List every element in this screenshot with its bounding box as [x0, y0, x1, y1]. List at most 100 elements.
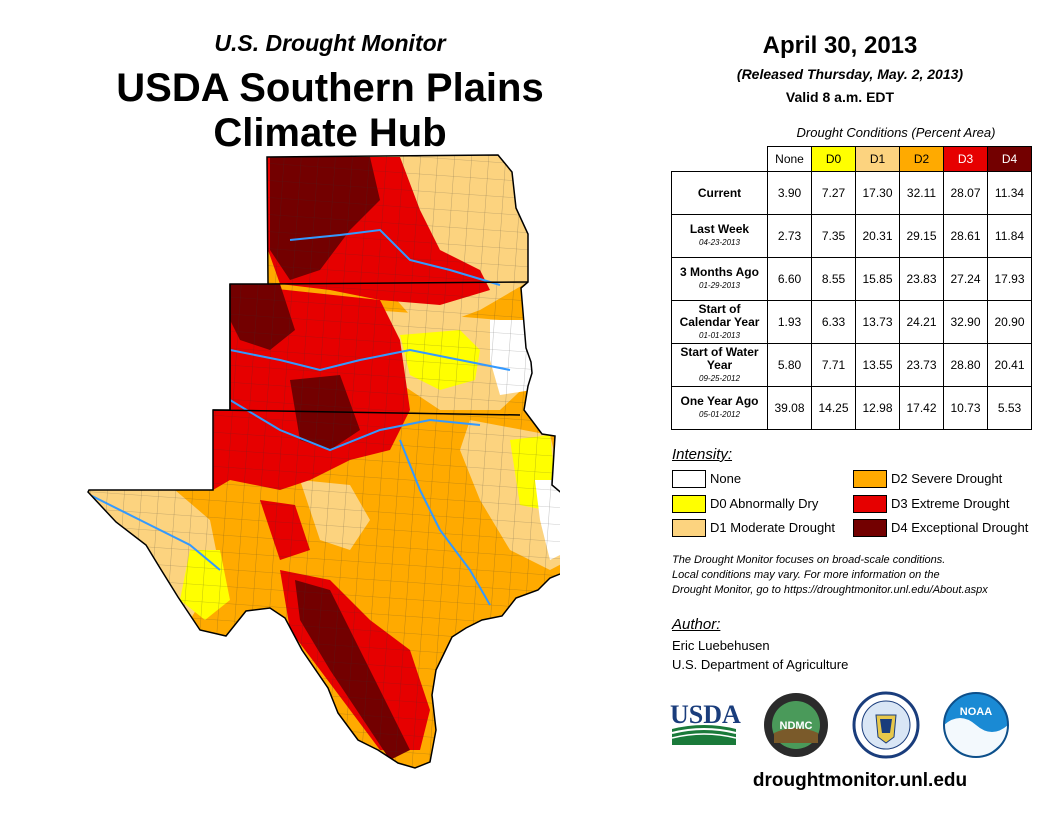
conditions-table: None D0 D1 D2 D3 D4 Current 3.90 7.27 17…	[671, 146, 1032, 430]
table-cell: 11.84	[987, 214, 1032, 258]
legend-swatch-d1	[672, 519, 706, 537]
legend-item-none: None	[672, 470, 842, 488]
row-date: 05-01-2012	[699, 410, 740, 419]
table-corner	[672, 147, 768, 172]
table-row: 3 Months Ago 01-29-2013 6.60 8.55 15.85 2…	[671, 257, 1032, 301]
table-cell: 5.80	[767, 343, 812, 387]
table-cell: 7.71	[811, 343, 856, 387]
table-cell: 1.93	[767, 300, 812, 344]
table-caption: Drought Conditions (Percent Area)	[796, 125, 996, 140]
legend-swatch-none	[672, 470, 706, 488]
row-label: Start of Water Year 09-25-2012	[671, 343, 768, 387]
table-cell: 11.34	[987, 171, 1032, 215]
table-row: Current 3.90 7.27 17.30 32.11 28.07 11.3…	[671, 171, 1032, 215]
agency-logos: USDA NDMC NOAA	[670, 691, 1009, 759]
row-date: 09-25-2012	[699, 373, 740, 383]
table-cell: 28.07	[943, 171, 988, 215]
table-header-row: None D0 D1 D2 D3 D4	[672, 146, 1032, 172]
svg-text:USDA: USDA	[670, 700, 741, 729]
table-cell: 24.21	[899, 300, 944, 344]
legend-swatch-d3	[853, 495, 887, 513]
disclaimer-note: The Drought Monitor focuses on broad-sca…	[672, 553, 1042, 598]
row-label: Start of Calendar Year 01-01-2013	[671, 300, 768, 344]
map-title: USDA Southern Plains Climate Hub	[60, 66, 600, 156]
kansas-oklahoma-border	[267, 281, 529, 285]
table-cell: 17.42	[899, 386, 944, 430]
legend-item-d4: D4 Exceptional Drought	[853, 519, 1043, 537]
col-header-d2: D2	[899, 146, 944, 172]
table-cell: 29.15	[899, 214, 944, 258]
legend-swatch-d0	[672, 495, 706, 513]
legend-item-d3: D3 Extreme Drought	[853, 495, 1043, 513]
row-label: One Year Ago 05-01-2012	[671, 386, 768, 430]
title-line-1: USDA Southern Plains	[116, 66, 544, 110]
table-cell: 7.35	[811, 214, 856, 258]
row-label: 3 Months Ago 01-29-2013	[671, 257, 768, 301]
legend-swatch-d4	[853, 519, 887, 537]
ndmc-logo: NDMC	[764, 693, 828, 757]
author-title: Author:	[672, 616, 721, 633]
table-cell: 17.30	[855, 171, 900, 215]
col-header-d4: D4	[987, 146, 1032, 172]
river-arkansas	[289, 228, 501, 286]
legend-title: Intensity:	[672, 446, 733, 463]
row-label: Last Week 04-23-2013	[671, 214, 768, 258]
table-row: One Year Ago 05-01-2012 39.08 14.25 12.98…	[671, 386, 1032, 430]
table-cell: 13.73	[855, 300, 900, 344]
row-date: 04-23-2013	[699, 238, 740, 247]
map-subtitle: U.S. Drought Monitor	[214, 30, 446, 56]
table-cell: 20.90	[987, 300, 1032, 344]
row-date: 01-01-2013	[699, 330, 740, 340]
table-cell: 17.93	[987, 257, 1032, 301]
table-cell: 15.85	[855, 257, 900, 301]
table-cell: 28.80	[943, 343, 988, 387]
table-cell: 39.08	[767, 386, 812, 430]
table-cell: 27.24	[943, 257, 988, 301]
table-row: Start of Calendar Year 01-01-2013 1.93 6.…	[671, 300, 1032, 344]
noaa-logo: NOAA	[943, 692, 1009, 758]
legend-swatch-d2	[853, 470, 887, 488]
table-cell: 7.27	[811, 171, 856, 215]
table-cell: 8.55	[811, 257, 856, 301]
commerce-seal-icon	[852, 691, 920, 759]
table-cell: 32.90	[943, 300, 988, 344]
website-url[interactable]: droughtmonitor.unl.edu	[752, 770, 968, 791]
table-cell: 28.61	[943, 214, 988, 258]
table-row: Start of Water Year 09-25-2012 5.80 7.71 …	[671, 343, 1032, 387]
table-cell: 23.73	[899, 343, 944, 387]
col-header-d3: D3	[943, 146, 988, 172]
author-org: U.S. Department of Agriculture	[672, 657, 849, 672]
table-cell: 6.60	[767, 257, 812, 301]
title-line-2: Climate Hub	[213, 111, 447, 155]
table-cell: 3.90	[767, 171, 812, 215]
svg-text:NDMC: NDMC	[780, 720, 813, 732]
table-cell: 20.41	[987, 343, 1032, 387]
table-cell: 32.11	[899, 171, 944, 215]
col-header-none: None	[767, 146, 812, 172]
table-cell: 6.33	[811, 300, 856, 344]
drought-map	[87, 154, 560, 769]
row-date: 01-29-2013	[699, 281, 740, 290]
svg-text:NOAA: NOAA	[960, 706, 992, 718]
col-header-d1: D1	[855, 146, 900, 172]
table-cell: 14.25	[811, 386, 856, 430]
usda-logo: USDA	[670, 700, 741, 745]
table-cell: 5.53	[987, 386, 1032, 430]
release-date: (Released Thursday, May. 2, 2013)	[736, 66, 964, 82]
river-canadian	[229, 348, 511, 372]
river-red	[229, 399, 481, 452]
table-cell: 2.73	[767, 214, 812, 258]
legend-item-d0: D0 Abnormally Dry	[672, 495, 842, 513]
col-header-d0: D0	[811, 146, 856, 172]
river-rio-grande	[89, 494, 221, 571]
map-date: April 30, 2013	[762, 32, 918, 59]
legend-item-d2: D2 Severe Drought	[853, 470, 1043, 488]
about-link-text: Drought Monitor, go to https://droughtmo…	[672, 584, 988, 596]
table-cell: 20.31	[855, 214, 900, 258]
table-cell: 12.98	[855, 386, 900, 430]
author-name: Eric Luebehusen	[672, 638, 770, 653]
region-outline	[87, 154, 560, 769]
oklahoma-texas-border	[212, 284, 521, 416]
table-cell: 13.55	[855, 343, 900, 387]
river-brazos	[399, 439, 491, 606]
